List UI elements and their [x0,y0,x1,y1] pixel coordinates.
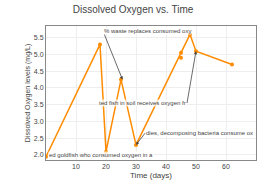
svg-text:50: 50 [192,163,200,170]
svg-text:3.5: 3.5 [34,101,44,108]
svg-text:3.0: 3.0 [34,118,44,125]
svg-text:2.0: 2.0 [34,151,44,158]
svg-text:10: 10 [72,163,80,170]
svg-text:4.5: 4.5 [34,68,44,75]
svg-text:Time (days): Time (days) [130,171,172,180]
svg-text:40: 40 [162,163,170,170]
svg-text:ed goldfish who consumed oxyge: ed goldfish who consumed oxygen in a [49,152,153,158]
svg-text:5.0: 5.0 [34,51,44,58]
svg-text:20: 20 [102,163,110,170]
svg-text:60: 60 [222,163,230,170]
svg-text:5.5: 5.5 [34,34,44,41]
svg-text:Dissolved Oxygen levels (mg/L): Dissolved Oxygen levels (mg/L) [24,44,32,142]
svg-text:ted fish in soil receives oxyg: ted fish in soil receives oxygen fr [99,100,186,106]
svg-text:4.0: 4.0 [34,84,44,91]
svg-text:% waste replaces consumed oxy: % waste replaces consumed oxy [104,28,191,34]
svg-text:Dissolved Oxygen vs. Time: Dissolved Oxygen vs. Time [73,4,194,15]
svg-text:dies, decomposing bacteria con: dies, decomposing bacteria consume ox [146,130,253,136]
svg-text:2.5: 2.5 [34,135,44,142]
svg-text:30: 30 [132,163,140,170]
